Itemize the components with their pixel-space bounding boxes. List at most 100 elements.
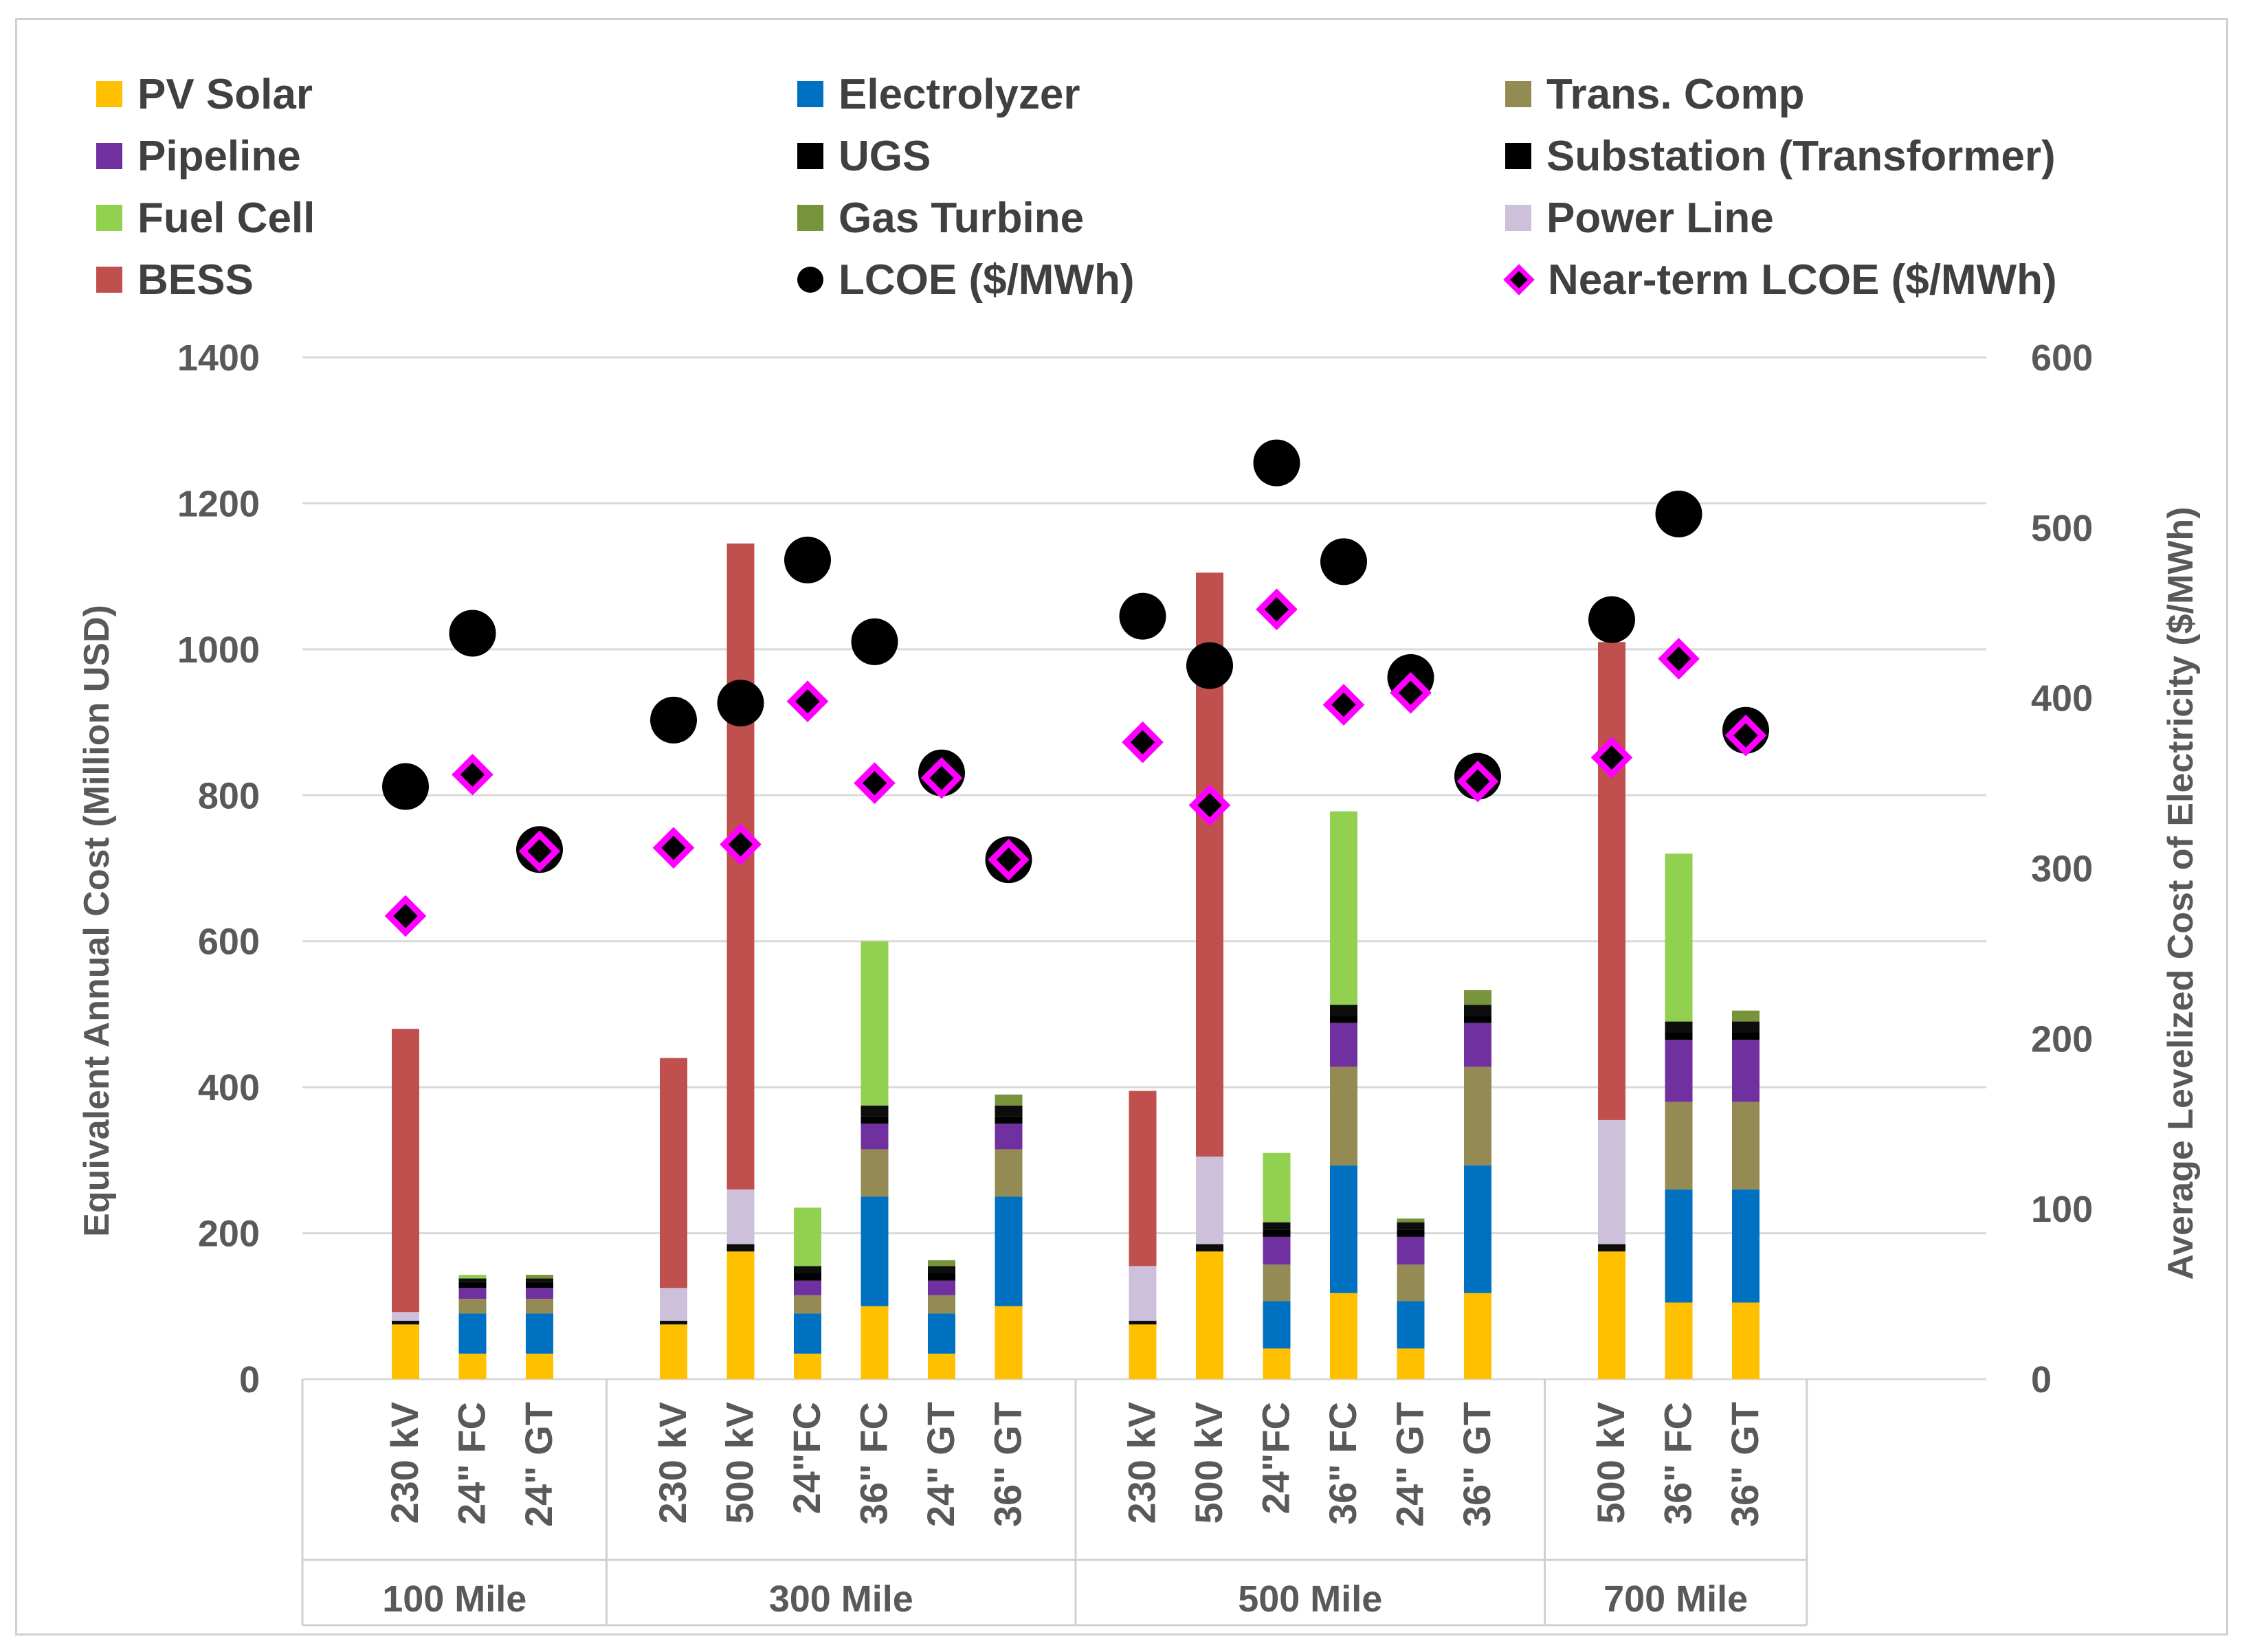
category-axis: 230 kV 24" FC 24" GT 100 Mile 230 kV 500 kV 24… bbox=[301, 1379, 1808, 1627]
chart-legend: PV Solar Electrolyzer Trans. Comp Pipeli… bbox=[0, 0, 2242, 316]
bar-segment-ugs bbox=[1732, 1032, 1760, 1040]
bar-segment-ugs bbox=[995, 1116, 1023, 1124]
bar-segment-trans-comp bbox=[1263, 1264, 1291, 1302]
bar-segment-pv-solar bbox=[1330, 1293, 1357, 1379]
y-tick-label: 600 bbox=[198, 922, 260, 963]
lcoe-marker bbox=[1320, 538, 1367, 585]
near-term-lcoe-marker bbox=[652, 827, 695, 869]
bar-segment-electrolyzer bbox=[861, 1196, 889, 1306]
legend-label-lcoe: LCOE ($/MWh) bbox=[839, 256, 1135, 304]
bar-segment-trans-comp bbox=[1732, 1102, 1760, 1190]
bar-segment-pipeline bbox=[1665, 1040, 1693, 1102]
category-label: 500 kV bbox=[1589, 1402, 1632, 1524]
legend-item-near-term-lcoe: Near-term LCOE ($/MWh) bbox=[1503, 252, 2057, 307]
legend-swatch-substation bbox=[1505, 143, 1531, 169]
legend-swatch-pv-solar bbox=[96, 81, 122, 107]
legend-label-gas-turbine: Gas Turbine bbox=[839, 194, 1085, 242]
y-tick-label: 200 bbox=[198, 1214, 260, 1255]
near-term-lcoe-marker bbox=[1322, 684, 1365, 726]
bar-segment-pv-solar bbox=[526, 1353, 553, 1379]
bar-segment-pipeline bbox=[1263, 1236, 1291, 1265]
bar-segment-pv-solar bbox=[1464, 1293, 1491, 1379]
near-term-lcoe-marker bbox=[384, 895, 427, 937]
legend-label-trans-comp: Trans. Comp bbox=[1546, 70, 1805, 118]
bar-segment-fuel-cell bbox=[458, 1275, 487, 1279]
bar-segment-pv-solar bbox=[1598, 1251, 1625, 1379]
lcoe-marker bbox=[717, 680, 764, 727]
bar-segment-pipeline bbox=[1330, 1023, 1357, 1067]
bar-segment-power-line bbox=[726, 1189, 755, 1244]
near-term-lcoe-marker bbox=[1122, 721, 1164, 763]
legend-swatch-electrolyzer bbox=[797, 81, 823, 107]
legend-item-electrolyzer: Electrolyzer bbox=[797, 67, 1080, 122]
bar-segment-pv-solar bbox=[794, 1353, 821, 1379]
bar-segment-electrolyzer bbox=[794, 1313, 821, 1354]
bar-segment-substation-transformer bbox=[726, 1244, 755, 1252]
legend-label-fuel-cell: Fuel Cell bbox=[137, 194, 315, 242]
bar-segment-trans-comp bbox=[1665, 1102, 1693, 1190]
bar-segment-pv-solar bbox=[1129, 1324, 1157, 1379]
bar-segment-pipeline bbox=[526, 1288, 553, 1299]
bar-segment-bess bbox=[726, 543, 755, 1190]
axes: 0 200 400 600 800 1000 1200 1400 0 100 200 300 400 50… bbox=[177, 337, 2093, 1400]
bar-segment-substation-transformer bbox=[1464, 1005, 1491, 1016]
bar-segment-ugs bbox=[794, 1273, 821, 1281]
bar-segment-bess bbox=[1129, 1091, 1157, 1266]
y2-tick-label: 500 bbox=[2031, 508, 2093, 549]
bar-segment-ugs bbox=[526, 1282, 553, 1288]
bar-segment-substation-transformer bbox=[1196, 1244, 1223, 1252]
bar-segment-ugs bbox=[861, 1116, 889, 1124]
bar-segment-electrolyzer bbox=[458, 1313, 487, 1354]
bar-segment-electrolyzer bbox=[995, 1196, 1023, 1306]
bar-segment-trans-comp bbox=[995, 1149, 1023, 1197]
bar-segment-ugs bbox=[1665, 1032, 1693, 1040]
legend-label-pipeline: Pipeline bbox=[137, 132, 301, 180]
bar-segment-substation-transformer bbox=[1397, 1222, 1425, 1230]
legend-swatch-power-line bbox=[1505, 205, 1531, 231]
bar-segment-pv-solar bbox=[861, 1306, 889, 1379]
bar-segment-pv-solar bbox=[1732, 1302, 1760, 1379]
group-label: 700 Mile bbox=[1603, 1578, 1748, 1620]
bar-segment-trans-comp bbox=[458, 1299, 487, 1314]
bar-segment-substation-transformer bbox=[794, 1266, 821, 1273]
legend-item-substation: Substation (Transformer) bbox=[1505, 129, 2056, 183]
bar-segment-pipeline bbox=[1464, 1023, 1491, 1067]
category-label: 24" GT bbox=[517, 1402, 560, 1527]
bar-segment-pipeline bbox=[1732, 1040, 1760, 1102]
legend-swatch-gas-turbine bbox=[797, 205, 823, 231]
bar-segment-fuel-cell bbox=[1665, 853, 1693, 1022]
legend-label-pv-solar: PV Solar bbox=[137, 70, 313, 118]
bar-segment-trans-comp bbox=[861, 1149, 889, 1197]
near-term-lcoe-marker bbox=[518, 830, 561, 873]
category-label: 24" GT bbox=[919, 1402, 962, 1527]
chart-frame bbox=[15, 18, 2228, 1636]
y2-tick-label: 400 bbox=[2031, 678, 2093, 719]
y-tick-label: 1200 bbox=[177, 483, 260, 524]
y-tick-label: 400 bbox=[198, 1067, 260, 1108]
near-term-lcoe-marker bbox=[1188, 784, 1231, 827]
near-term-lcoe-marker bbox=[1256, 588, 1298, 631]
bar-segment-pipeline bbox=[928, 1280, 955, 1295]
bar-segment-pv-solar bbox=[1665, 1302, 1693, 1379]
bar-segment-ugs bbox=[458, 1282, 487, 1288]
bar-segment-pv-solar bbox=[660, 1324, 687, 1379]
bar-segment-fuel-cell bbox=[794, 1207, 821, 1266]
category-label: 230 kV bbox=[383, 1402, 426, 1524]
y2-tick-label: 300 bbox=[2031, 849, 2093, 890]
bar-segment-gas-turbine bbox=[1397, 1218, 1425, 1223]
bar-segment-substation-transformer bbox=[392, 1321, 419, 1325]
bar-segment-bess bbox=[660, 1058, 687, 1288]
bar-segment-pv-solar bbox=[1196, 1251, 1223, 1379]
bar-segment-electrolyzer bbox=[1263, 1301, 1291, 1349]
bar-segment-ugs bbox=[1263, 1229, 1291, 1237]
category-label: 36" GT bbox=[986, 1402, 1030, 1527]
legend-item-bess: BESS bbox=[96, 252, 254, 307]
bar-segment-electrolyzer bbox=[928, 1313, 955, 1354]
bar-segment-bess bbox=[392, 1029, 419, 1313]
group-label: 100 Mile bbox=[382, 1578, 526, 1620]
y-tick-label: 0 bbox=[239, 1359, 260, 1400]
bar-segment-trans-comp bbox=[794, 1295, 821, 1314]
bar-segment-electrolyzer bbox=[1665, 1189, 1693, 1303]
bar-segment-power-line bbox=[660, 1288, 687, 1321]
